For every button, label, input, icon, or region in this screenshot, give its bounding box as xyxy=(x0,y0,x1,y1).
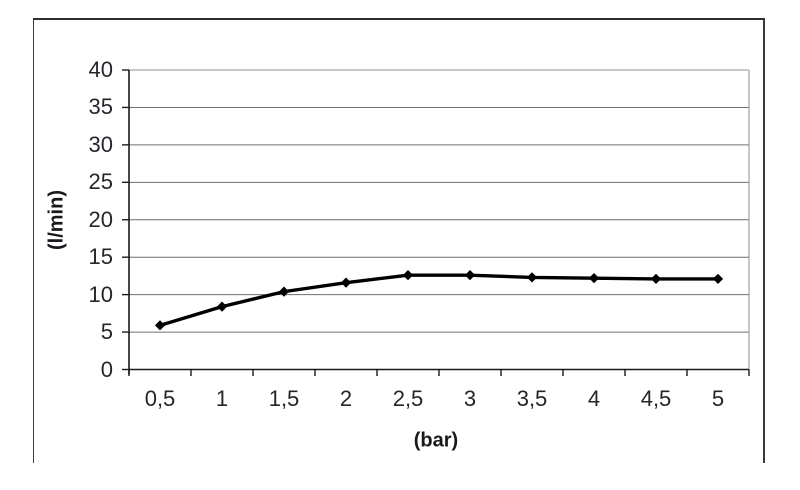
x-tick-label: 3,5 xyxy=(516,386,548,411)
x-tick-label: 3 xyxy=(463,386,477,411)
data-point-marker xyxy=(154,320,166,331)
y-tick-label: 25 xyxy=(88,169,113,195)
x-tick-label: 1 xyxy=(215,386,229,411)
x-tick-label: 5 xyxy=(711,386,725,411)
y-tick-label: 10 xyxy=(88,281,113,307)
x-tick-label: 2,5 xyxy=(392,386,424,411)
chart-frame xyxy=(33,18,765,463)
data-point-marker xyxy=(464,270,476,281)
data-point-marker xyxy=(526,272,538,283)
y-tick-label: 20 xyxy=(88,206,113,232)
y-tick-label: 40 xyxy=(88,57,113,82)
y-tick-label: 0 xyxy=(100,356,113,382)
y-tick-label: 15 xyxy=(88,244,113,270)
data-point-marker xyxy=(588,273,600,284)
x-tick-label: 1,5 xyxy=(268,386,300,411)
x-tick-label: 2 xyxy=(339,386,353,411)
data-point-marker xyxy=(650,273,662,285)
data-point-marker xyxy=(402,270,414,281)
data-point-marker xyxy=(216,301,228,312)
data-point-marker xyxy=(712,273,724,285)
y-tick-label: 5 xyxy=(100,319,113,345)
y-axis-title: (l/min) xyxy=(45,190,68,250)
series-line-flow-rate xyxy=(159,273,718,327)
x-tick-label: 4,5 xyxy=(640,386,672,411)
data-point-marker xyxy=(278,286,290,297)
y-tick-label: 30 xyxy=(88,131,113,157)
y-tick-label: 35 xyxy=(88,94,113,120)
x-axis-title: (bar) xyxy=(413,429,459,452)
data-point-marker xyxy=(340,277,352,288)
x-tick-label: 0,5 xyxy=(144,386,176,411)
x-tick-label: 4 xyxy=(587,386,601,411)
